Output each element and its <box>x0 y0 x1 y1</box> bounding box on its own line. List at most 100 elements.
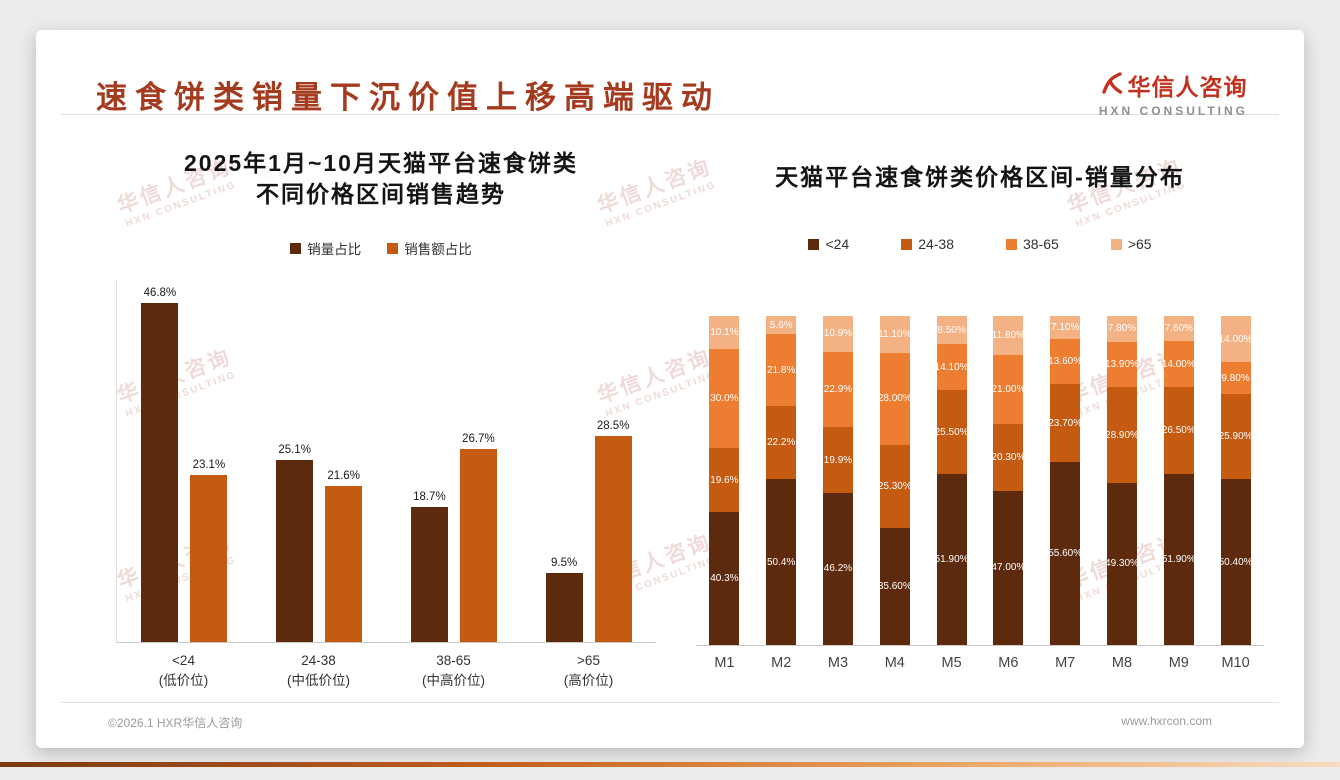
x-axis-label-range: >65 <box>577 653 600 668</box>
stack-segment: 19.9% <box>822 427 853 493</box>
legend-label: 销量占比 <box>307 242 362 257</box>
legend-item: >65 <box>1110 236 1152 252</box>
page-title: 速食饼类销量下沉价值上移高端驱动 <box>96 80 720 115</box>
stack-segment: 46.2% <box>822 492 853 645</box>
bar-slot: 23.1% <box>190 280 228 642</box>
stack-segment: 50.4% <box>766 479 797 645</box>
stack-segment: 7.80% <box>1106 316 1137 342</box>
month-label: M9 <box>1168 655 1189 671</box>
month-label: M3 <box>827 655 849 671</box>
x-axis-label: <24 (低价位) <box>116 651 251 691</box>
bar-value-label: 25.1% <box>278 444 311 457</box>
left-chart-title-line2: 不同价格区间销售趋势 <box>256 181 506 207</box>
legend-swatch <box>901 238 913 250</box>
stack-segment: 21.00% <box>993 354 1024 424</box>
stack-segment: 10.1% <box>709 316 740 350</box>
segment-label: 25.90% <box>1220 431 1251 443</box>
right-chart-title: 天猫平台速食饼类价格区间-销量分布 <box>775 164 1185 190</box>
segment-label: 13.90% <box>1106 359 1137 371</box>
stack-segment: 49.30% <box>1106 482 1137 645</box>
legend-item: 销售额占比 <box>387 240 472 257</box>
month-label: M10 <box>1221 655 1250 671</box>
segment-label: 25.50% <box>936 426 967 438</box>
segment-label: 20.30% <box>993 451 1024 463</box>
legend-item: <24 <box>808 236 849 252</box>
month-label: M1 <box>714 655 735 671</box>
bar-value-label: 23.1% <box>192 458 226 471</box>
left-chart-legend: 销量占比 销售额占比 <box>96 240 666 257</box>
left-chart-title-line1: 2025年1月~10月天猫平台速食饼类 <box>184 150 578 176</box>
segment-label: 11.80% <box>993 329 1024 341</box>
bar-sales-share <box>459 448 497 642</box>
stack-segment: 25.30% <box>879 444 910 528</box>
x-axis-label-range: 24-38 <box>301 653 336 668</box>
bar-slot: 18.7% <box>410 280 448 642</box>
logo-cn-text: 华信人咨询 <box>1127 74 1248 100</box>
bar-value-label: 46.8% <box>143 287 177 300</box>
segment-label: 7.10% <box>1050 322 1080 334</box>
left-chart-plot: 46.8% 23.1% 25.1% 21.6% 18.7% 26.7% 9.5% 28.5% <box>116 280 656 643</box>
bottom-accent-bar <box>0 762 1340 767</box>
segment-label: 50.4% <box>767 556 796 568</box>
bar-value-label: 28.5% <box>596 419 630 432</box>
segment-label: 22.9% <box>823 384 853 396</box>
month-label: M4 <box>884 655 905 671</box>
segment-label: 10.1% <box>710 327 739 339</box>
copyright-text: ©2026.1 HXR华信人咨询 <box>108 716 243 730</box>
segment-label: 10.9% <box>823 328 853 340</box>
stack-segment: 9.80% <box>1220 362 1251 395</box>
stack-segment: 19.6% <box>709 447 740 513</box>
bar-group: 46.8% 23.1% <box>117 280 252 642</box>
month-label: M2 <box>771 655 792 671</box>
stack-segment: 25.90% <box>1220 394 1251 480</box>
segment-label: 51.90% <box>936 554 967 566</box>
left-chart-x-axis: <24 (低价位) 24-38 (中低价位) 38-65 (中高价位) >65 (高价位) <box>116 651 656 691</box>
x-axis-label-tier: (高价位) <box>563 673 614 688</box>
month-label: M7 <box>1055 655 1076 671</box>
right-chart-panel: 天猫平台速食饼类价格区间-销量分布 <24 24-38 38-65 >65 10.1%… <box>696 158 1264 671</box>
segment-label: 40.3% <box>710 573 739 585</box>
bar-sales-share <box>594 435 632 642</box>
x-axis-label-range: <24 <box>172 653 195 668</box>
segment-label: 11.10% <box>879 328 910 340</box>
bar-sales-share <box>190 474 228 642</box>
logo-mark-icon <box>1099 71 1123 100</box>
segment-label: 30.0% <box>710 393 739 405</box>
legend-item: 销量占比 <box>290 240 362 257</box>
x-axis-label-range: 38-65 <box>436 653 471 668</box>
legend-label: 24-38 <box>918 236 954 252</box>
segment-label: 7.80% <box>1107 323 1137 335</box>
segment-label: 7.60% <box>1164 323 1193 335</box>
stacked-column: 7.60% 14.00% 26.50% 51.90% <box>1163 316 1194 645</box>
segment-label: 19.6% <box>710 474 739 486</box>
bar-group: 18.7% 26.7% <box>387 280 522 642</box>
stack-segment: 20.30% <box>993 423 1024 491</box>
stack-segment: 7.60% <box>1163 316 1194 342</box>
segment-label: 19.9% <box>823 454 853 466</box>
website-text: www.hxrcon.com <box>1121 714 1212 728</box>
stack-segment: 28.00% <box>879 352 910 445</box>
bar-volume-share <box>141 303 179 642</box>
x-axis-label-tier: (中低价位) <box>287 673 350 688</box>
segment-label: 9.80% <box>1221 372 1250 384</box>
bar-group: 9.5% 28.5% <box>521 280 656 642</box>
stack-segment: 23.70% <box>1050 384 1081 463</box>
segment-label: 21.00% <box>993 383 1024 395</box>
stack-segment: 26.50% <box>1163 387 1194 475</box>
legend-swatch <box>1006 238 1017 250</box>
month-label: M6 <box>998 655 1019 671</box>
stack-segment: 55.60% <box>1050 462 1081 645</box>
company-logo: 华信人咨询 HXN CONSULTING <box>1099 68 1248 118</box>
legend-swatch <box>387 242 399 254</box>
stack-segment: 51.90% <box>1163 474 1194 645</box>
x-axis-label-tier: (低价位) <box>158 673 209 688</box>
bar-sales-share <box>325 485 363 642</box>
stack-segment: 47.00% <box>993 490 1024 645</box>
stack-segment: 25.50% <box>936 390 967 475</box>
month-label: M8 <box>1111 655 1133 671</box>
stacked-column: 14.00% 9.80% 25.90% 50.40% <box>1220 316 1251 645</box>
stacked-column: 7.80% 13.90% 28.90% 49.30% <box>1106 316 1137 645</box>
x-axis-label: >65 (高价位) <box>521 651 656 691</box>
footer-divider <box>61 702 1279 703</box>
stack-segment: 10.9% <box>822 316 853 352</box>
